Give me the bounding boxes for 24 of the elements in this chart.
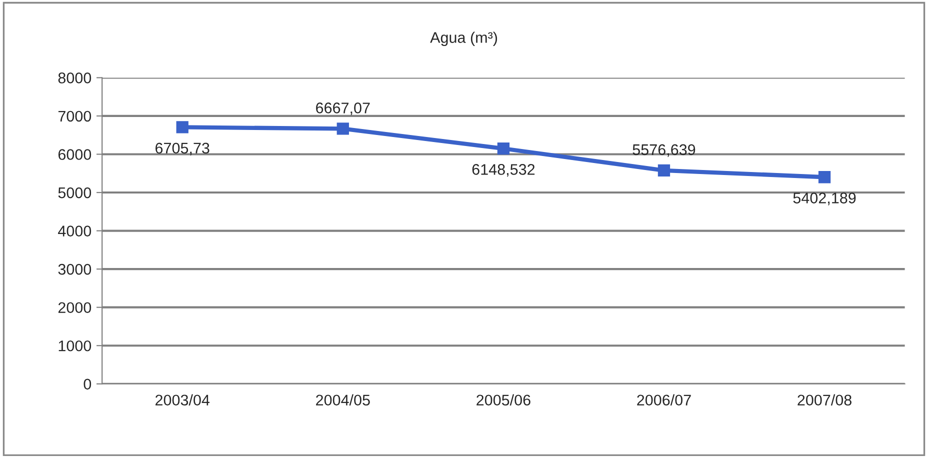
x-tick-label: 2004/05 (316, 394, 370, 406)
point (176, 121, 188, 134)
data-label: 6705,73 (156, 142, 210, 156)
y-tick-label: 5000 (58, 187, 92, 198)
y-tick-label: 7000 (58, 110, 92, 122)
x-tick-label: 2005/06 (476, 394, 530, 406)
x-tick-label: 2003/04 (156, 394, 210, 406)
data-label: 6667,07 (316, 102, 370, 116)
point (497, 142, 510, 155)
point (336, 122, 349, 135)
chart-title: Agua (m³) (430, 32, 498, 46)
y-tick-label: 4000 (58, 226, 92, 236)
data-label: 5402,189 (793, 192, 856, 206)
y-tick-label: 0 (84, 378, 92, 390)
y-tick-label: 8000 (58, 72, 92, 84)
x-tick-label: 2007/08 (798, 394, 852, 406)
y-tick-label: 2000 (58, 302, 92, 314)
point (658, 164, 670, 177)
x-tick-label: 2006/07 (637, 394, 691, 406)
y-tick-label: 6000 (58, 149, 92, 160)
y-tick-label: 3000 (58, 264, 92, 275)
data-label: 6148,532 (472, 164, 535, 177)
y-tick-label: 1000 (58, 340, 92, 352)
point (818, 171, 831, 184)
